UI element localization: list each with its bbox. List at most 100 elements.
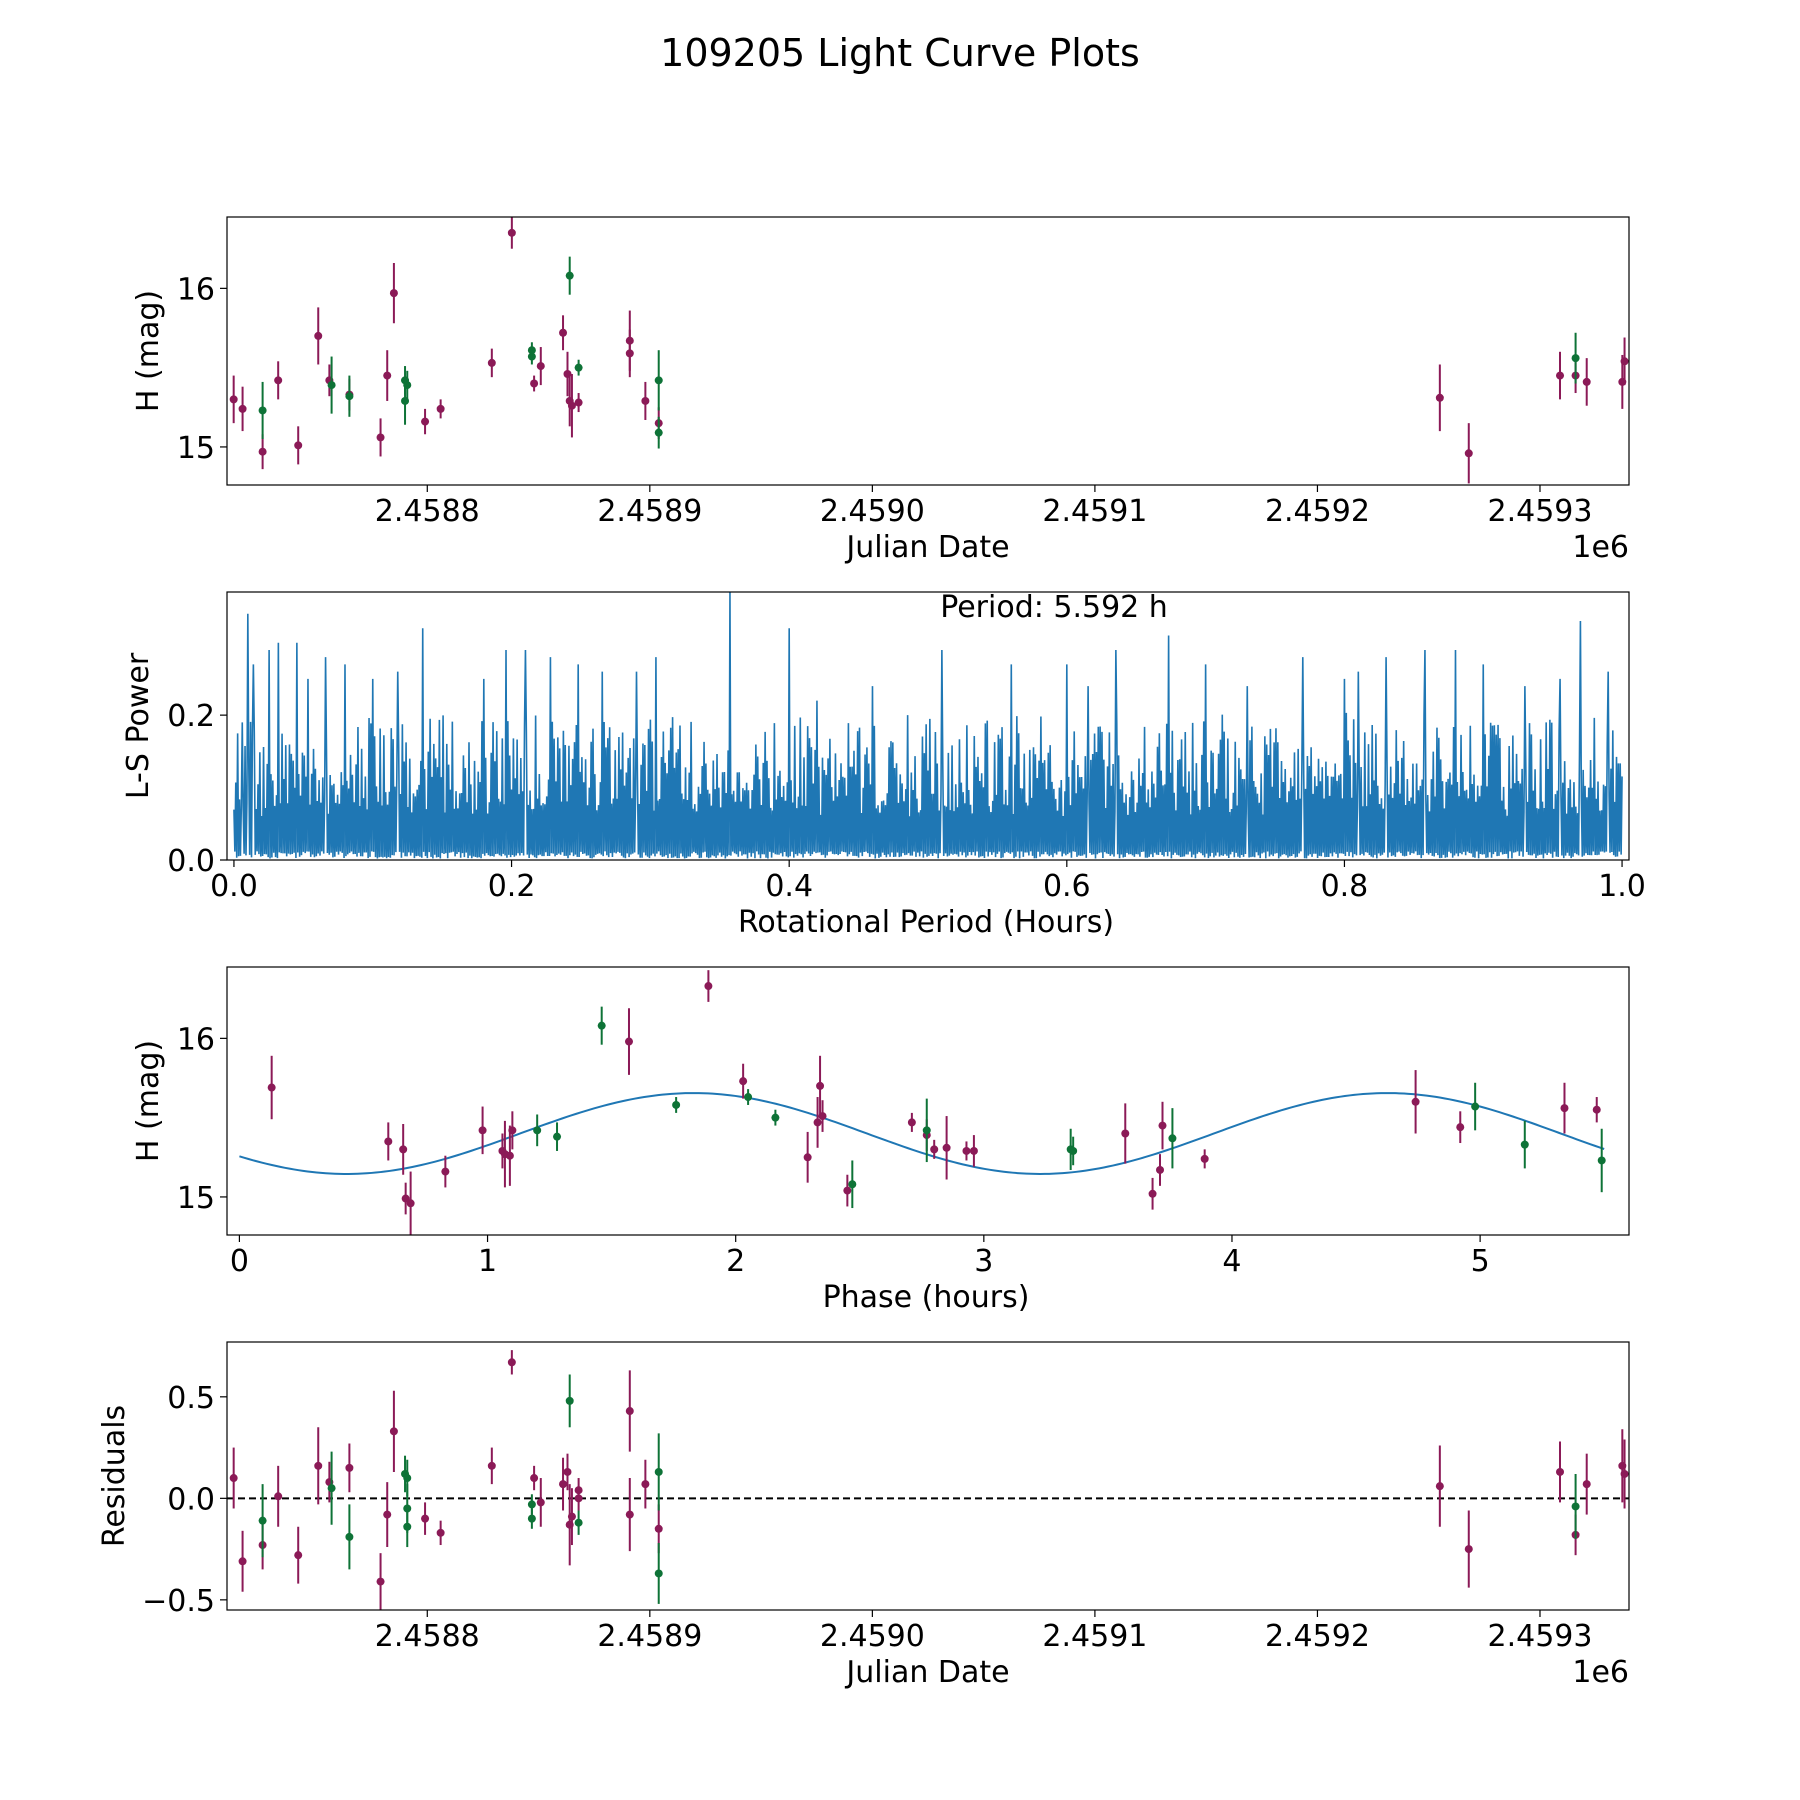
residuals-point (567, 1512, 576, 1521)
phased-point (744, 1093, 753, 1102)
phased-panel: 0 1 2 3 4 5 15 16 Phase (hours) H (mag) (131, 966, 1630, 1315)
residuals-point (376, 1577, 385, 1586)
lightcurve-point (436, 404, 445, 413)
residuals-point (527, 1514, 536, 1523)
periodogram-panel: 0.0 0.2 0.4 0.6 0.8 1.0 0.0 0.2 Period: 5.592 h… (121, 590, 1646, 940)
residuals-point (574, 1518, 583, 1527)
phased-point (1148, 1189, 1157, 1198)
lightcurve-point (1582, 377, 1591, 386)
lightcurve-point (383, 371, 392, 380)
phased-ytick-label: 16 (177, 1022, 215, 1057)
residuals-ylabel: Residuals (97, 1405, 132, 1547)
residuals-ytick-label: 0.5 (167, 1381, 215, 1416)
phased-xtick-label: 3 (974, 1244, 993, 1279)
phased-point (1592, 1105, 1601, 1114)
residuals-ytick-label: 0.0 (167, 1482, 215, 1517)
residuals-point (563, 1467, 572, 1476)
phased-point (441, 1167, 450, 1176)
phased-xtick-label: 0 (230, 1244, 249, 1279)
residuals-point (1582, 1480, 1591, 1489)
phased-point (1121, 1129, 1130, 1138)
residuals-xtick-label: 2.4592 (1265, 1619, 1370, 1654)
lightcurve-point (536, 362, 545, 371)
residuals-point (389, 1427, 398, 1436)
lightcurve-axes-frame (226, 216, 1630, 486)
phased-point (704, 982, 713, 991)
phased-point (1156, 1165, 1165, 1174)
lightcurve-point (1435, 393, 1444, 402)
residuals-panel: 2.4588 2.4589 2.4590 2.4591 2.4592 2.4593 −0.5… (97, 1341, 1630, 1690)
residuals-point (345, 1463, 354, 1472)
lightcurve-point (238, 404, 247, 413)
periodogram-xtick-label: 1.0 (1598, 869, 1646, 904)
phased-ytick-label: 15 (177, 1181, 215, 1216)
residuals-point (654, 1467, 663, 1476)
lightcurve-xtick-label: 2.4589 (597, 494, 702, 529)
residuals-point (1435, 1482, 1444, 1491)
residuals-point (654, 1524, 663, 1533)
residuals-point (1620, 1469, 1629, 1478)
periodogram-xtick-label: 0.8 (1321, 869, 1369, 904)
phased-point (816, 1081, 825, 1090)
lightcurve-point (376, 433, 385, 442)
periodogram-ylabel: L-S Power (121, 652, 156, 799)
phased-xlabel: Phase (hours) (823, 1280, 1030, 1315)
residuals-point (403, 1522, 412, 1531)
lightcurve-xtick-label: 2.4588 (375, 494, 480, 529)
residuals-point (536, 1498, 545, 1507)
phased-point (962, 1146, 971, 1155)
lightcurve-xlabel: Julian Date (844, 530, 1009, 565)
periodogram-ytick-label: 0.0 (167, 844, 215, 879)
periodogram-ytick-label: 0.2 (167, 699, 215, 734)
residuals-point (625, 1510, 634, 1519)
periodogram-title: Period: 5.592 h (940, 590, 1168, 625)
periodogram-xtick-label: 0.6 (1043, 869, 1091, 904)
lightcurve-point (229, 395, 238, 404)
periodogram-xlabel: Rotational Period (Hours) (738, 905, 1114, 940)
residuals-point (1556, 1467, 1565, 1476)
phased-point (969, 1146, 978, 1155)
lightcurve-xtick-label: 2.4590 (820, 494, 925, 529)
lightcurve-point (327, 381, 336, 390)
residuals-point (574, 1494, 583, 1503)
lightcurve-point (314, 331, 323, 340)
phased-point (624, 1037, 633, 1046)
lightcurve-x-offset: 1e6 (1572, 530, 1629, 565)
lightcurve-point (1571, 354, 1580, 363)
residuals-xtick-label: 2.4588 (375, 1619, 480, 1654)
residuals-point (403, 1474, 412, 1483)
phased-point (907, 1118, 916, 1127)
periodogram-axes-frame (226, 591, 1630, 861)
residuals-point (487, 1461, 496, 1470)
lightcurve-panel: 2.4588 2.4589 2.4590 2.4591 2.4592 2.4593 15 16… (131, 216, 1630, 565)
lightcurve-point (389, 289, 398, 298)
residuals-point (314, 1461, 323, 1470)
lightcurve-point (1464, 449, 1473, 458)
phased-point (401, 1194, 410, 1203)
phased-fit-curve (239, 1092, 1605, 1175)
lightcurve-point (401, 396, 410, 405)
phased-point (533, 1126, 542, 1135)
phased-axes-frame (226, 966, 1630, 1236)
residuals-xtick-label: 2.4591 (1042, 1619, 1147, 1654)
phased-point (267, 1083, 276, 1092)
phased-point (803, 1153, 812, 1162)
residuals-point (1464, 1545, 1473, 1554)
phased-point (597, 1021, 606, 1030)
phased-point (399, 1145, 408, 1154)
residuals-point (383, 1510, 392, 1519)
residuals-point (421, 1514, 430, 1523)
phased-point (930, 1145, 939, 1154)
residuals-xlabel: Julian Date (844, 1655, 1009, 1690)
lightcurve-point (258, 406, 267, 415)
residuals-point (238, 1557, 247, 1566)
phased-ylabel: H (mag) (131, 1040, 166, 1162)
phased-point (553, 1132, 562, 1141)
lightcurve-point (654, 376, 663, 385)
residuals-xtick-label: 2.4593 (1487, 1619, 1592, 1654)
phased-xtick-label: 1 (478, 1244, 497, 1279)
lightcurve-point (258, 447, 267, 456)
residuals-point (1571, 1502, 1580, 1511)
lightcurve-ylabel: H (mag) (131, 290, 166, 412)
periodogram-line (233, 591, 1623, 859)
